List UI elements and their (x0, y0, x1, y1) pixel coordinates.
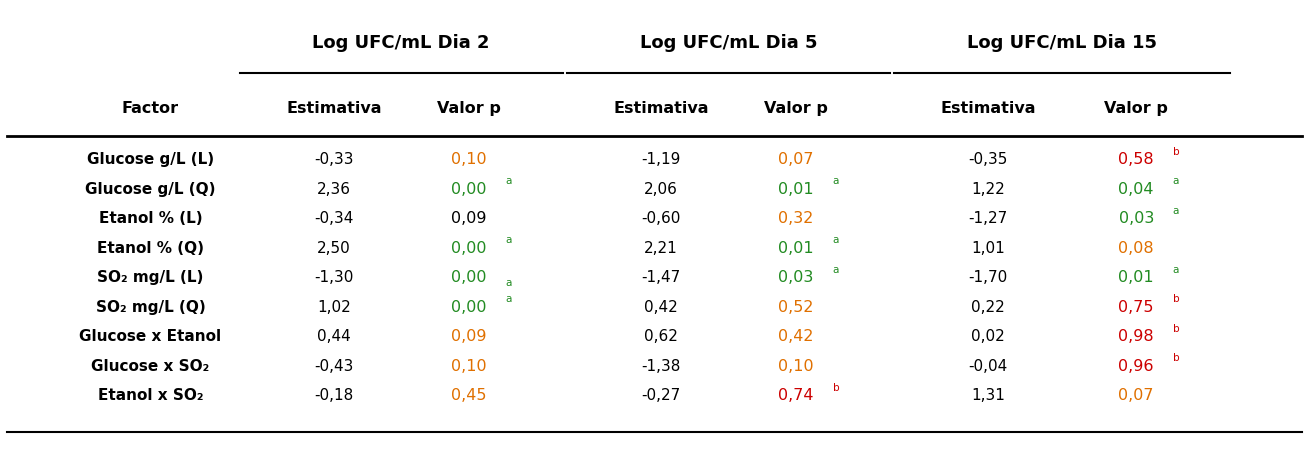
Text: a: a (505, 294, 512, 304)
Text: -1,47: -1,47 (641, 270, 681, 286)
Text: -1,38: -1,38 (641, 359, 681, 374)
Text: a: a (833, 265, 839, 275)
Text: 0,42: 0,42 (644, 300, 678, 315)
Text: Glucose g/L (Q): Glucose g/L (Q) (85, 182, 216, 197)
Text: Valor p: Valor p (1105, 101, 1168, 117)
Text: 0,74: 0,74 (778, 388, 814, 404)
Text: -0,33: -0,33 (314, 152, 353, 168)
Text: 0,03: 0,03 (1118, 211, 1155, 227)
Text: 0,07: 0,07 (778, 152, 814, 168)
Text: SO₂ mg/L (Q): SO₂ mg/L (Q) (96, 300, 206, 315)
Text: a: a (833, 176, 839, 186)
Text: 0,09: 0,09 (450, 329, 487, 345)
Text: 0,98: 0,98 (1118, 329, 1155, 345)
Text: 0,22: 0,22 (971, 300, 1005, 315)
Text: Factor: Factor (122, 101, 179, 117)
Text: Etanol % (L): Etanol % (L) (98, 211, 203, 227)
Text: 0,45: 0,45 (450, 388, 487, 404)
Text: -1,27: -1,27 (969, 211, 1008, 227)
Text: 2,50: 2,50 (317, 241, 351, 256)
Text: 0,10: 0,10 (450, 152, 487, 168)
Text: -0,43: -0,43 (314, 359, 353, 374)
Text: 0,09: 0,09 (450, 211, 487, 227)
Text: Etanol % (Q): Etanol % (Q) (97, 241, 204, 256)
Text: 0,44: 0,44 (317, 329, 351, 345)
Text: -1,70: -1,70 (969, 270, 1008, 286)
Text: Estimativa: Estimativa (614, 101, 708, 117)
Text: 0,00: 0,00 (450, 270, 487, 286)
Text: 0,62: 0,62 (644, 329, 678, 345)
Text: 2,36: 2,36 (317, 182, 351, 197)
Text: -1,30: -1,30 (314, 270, 353, 286)
Text: -0,04: -0,04 (969, 359, 1008, 374)
Text: 0,02: 0,02 (971, 329, 1005, 345)
Text: -0,60: -0,60 (641, 211, 681, 227)
Text: 0,10: 0,10 (778, 359, 814, 374)
Text: -1,19: -1,19 (641, 152, 681, 168)
Text: 0,32: 0,32 (778, 211, 814, 227)
Text: 2,21: 2,21 (644, 241, 678, 256)
Text: a: a (1173, 176, 1179, 186)
Text: b: b (1173, 294, 1179, 304)
Text: 0,01: 0,01 (778, 182, 814, 197)
Text: b: b (1173, 147, 1179, 157)
Text: 0,08: 0,08 (1118, 241, 1155, 256)
Text: 0,01: 0,01 (1118, 270, 1155, 286)
Text: 0,75: 0,75 (1118, 300, 1155, 315)
Text: 0,00: 0,00 (450, 182, 487, 197)
Text: Glucose x SO₂: Glucose x SO₂ (92, 359, 209, 374)
Text: a: a (833, 235, 839, 245)
Text: -0,18: -0,18 (314, 388, 353, 404)
Text: 0,10: 0,10 (450, 359, 487, 374)
Text: b: b (833, 383, 839, 393)
Text: 1,22: 1,22 (971, 182, 1005, 197)
Text: -0,35: -0,35 (969, 152, 1008, 168)
Text: 0,03: 0,03 (778, 270, 814, 286)
Text: 0,00: 0,00 (450, 300, 487, 315)
Text: b: b (1173, 353, 1179, 363)
Text: -0,27: -0,27 (641, 388, 681, 404)
Text: 0,04: 0,04 (1118, 182, 1155, 197)
Text: 1,01: 1,01 (971, 241, 1005, 256)
Text: 1,02: 1,02 (317, 300, 351, 315)
Text: 0,52: 0,52 (778, 300, 814, 315)
Text: a: a (505, 278, 512, 288)
Text: a: a (505, 235, 512, 245)
Text: b: b (1173, 324, 1179, 334)
Text: Estimativa: Estimativa (941, 101, 1035, 117)
Text: Estimativa: Estimativa (287, 101, 381, 117)
Text: a: a (1173, 265, 1179, 275)
Text: 1,31: 1,31 (971, 388, 1005, 404)
Text: Log UFC/mL Dia 2: Log UFC/mL Dia 2 (313, 34, 490, 52)
Text: Valor p: Valor p (764, 101, 827, 117)
Text: 2,06: 2,06 (644, 182, 678, 197)
Text: Glucose g/L (L): Glucose g/L (L) (86, 152, 215, 168)
Text: a: a (1173, 206, 1179, 216)
Text: Valor p: Valor p (437, 101, 500, 117)
Text: 0,96: 0,96 (1118, 359, 1155, 374)
Text: 0,07: 0,07 (1118, 388, 1155, 404)
Text: Etanol x SO₂: Etanol x SO₂ (98, 388, 203, 404)
Text: 0,01: 0,01 (778, 241, 814, 256)
Text: Log UFC/mL Dia 15: Log UFC/mL Dia 15 (967, 34, 1157, 52)
Text: Log UFC/mL Dia 5: Log UFC/mL Dia 5 (640, 34, 817, 52)
Text: a: a (505, 176, 512, 186)
Text: 0,00: 0,00 (450, 241, 487, 256)
Text: 0,58: 0,58 (1118, 152, 1155, 168)
Text: Glucose x Etanol: Glucose x Etanol (80, 329, 221, 345)
Text: SO₂ mg/L (L): SO₂ mg/L (L) (97, 270, 204, 286)
Text: 0,42: 0,42 (778, 329, 814, 345)
Text: -0,34: -0,34 (314, 211, 353, 227)
